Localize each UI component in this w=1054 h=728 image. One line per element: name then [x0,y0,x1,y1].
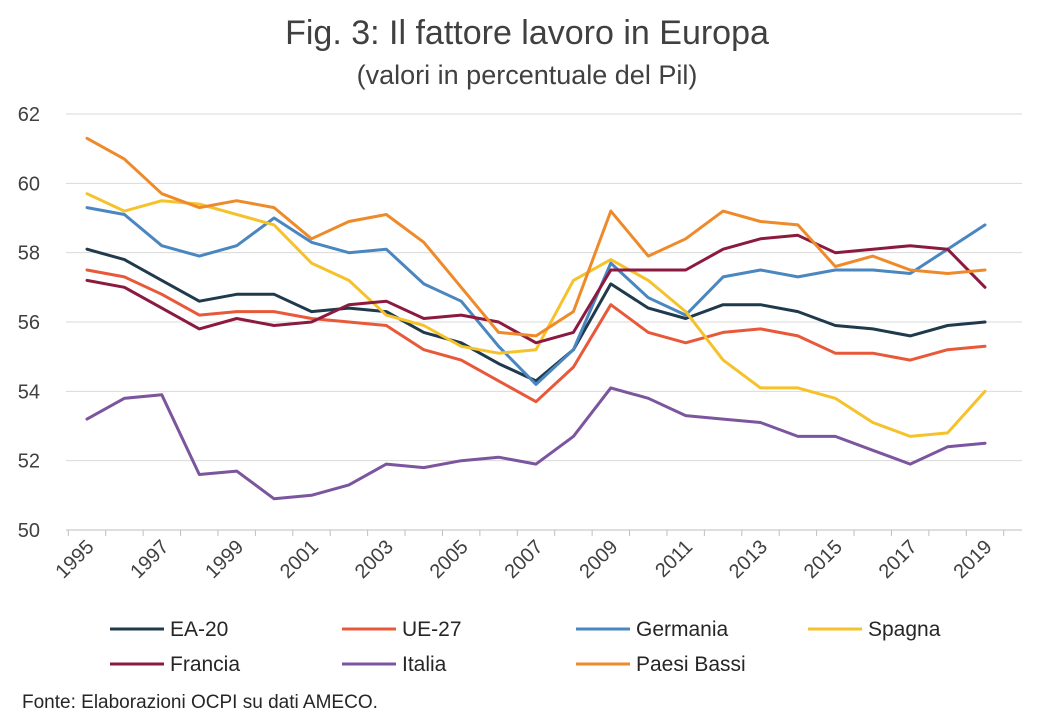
x-tick-label: 2007 [501,536,548,583]
legend-label: Francia [170,653,240,676]
series-line-paesi-bassi [85,136,987,338]
y-tick-label: 52 [18,451,40,473]
x-tick-label: 2005 [426,536,473,583]
x-tick-label: 2015 [800,536,847,583]
legend-label: EA-20 [170,618,228,641]
chart-subtitle: (valori in percentuale del Pil) [356,60,698,90]
y-tick-label: 50 [18,520,40,542]
legend-label: Italia [402,653,447,676]
legend-label: Paesi Bassi [636,653,746,676]
chart-title: Fig. 3: Il fattore lavoro in Europa [285,14,769,52]
x-tick-label: 2003 [351,536,398,583]
x-tick-label: 1995 [52,536,99,583]
x-tick-label: 2017 [875,536,922,583]
x-tick-label: 2011 [651,536,697,582]
x-tick-label: 2009 [575,536,622,583]
y-tick-label: 56 [18,312,40,334]
y-tick-label: 54 [18,381,40,403]
x-tick-label: 2019 [950,536,997,583]
y-tick-label: 62 [18,104,40,126]
y-tick-label: 60 [18,173,40,195]
series-line-germania [85,206,987,386]
y-tick-label: 58 [18,243,40,265]
series-line-spagna [85,192,987,438]
series-line-italia [85,386,987,501]
x-tick-label: 2013 [725,536,772,583]
legend-label: Spagna [868,618,941,641]
x-tick-label: 1997 [126,536,173,583]
x-tick-label: 2001 [276,536,323,583]
series-line-ue-27 [85,268,987,404]
legend-label: UE-27 [402,618,462,641]
series-line-francia [85,233,987,345]
legend-label: Germania [636,618,729,641]
source-note: Fonte: Elaborazioni OCPI su dati AMECO. [22,692,378,713]
series-line-ea-20 [85,247,987,383]
x-tick-label: 1999 [201,536,248,583]
